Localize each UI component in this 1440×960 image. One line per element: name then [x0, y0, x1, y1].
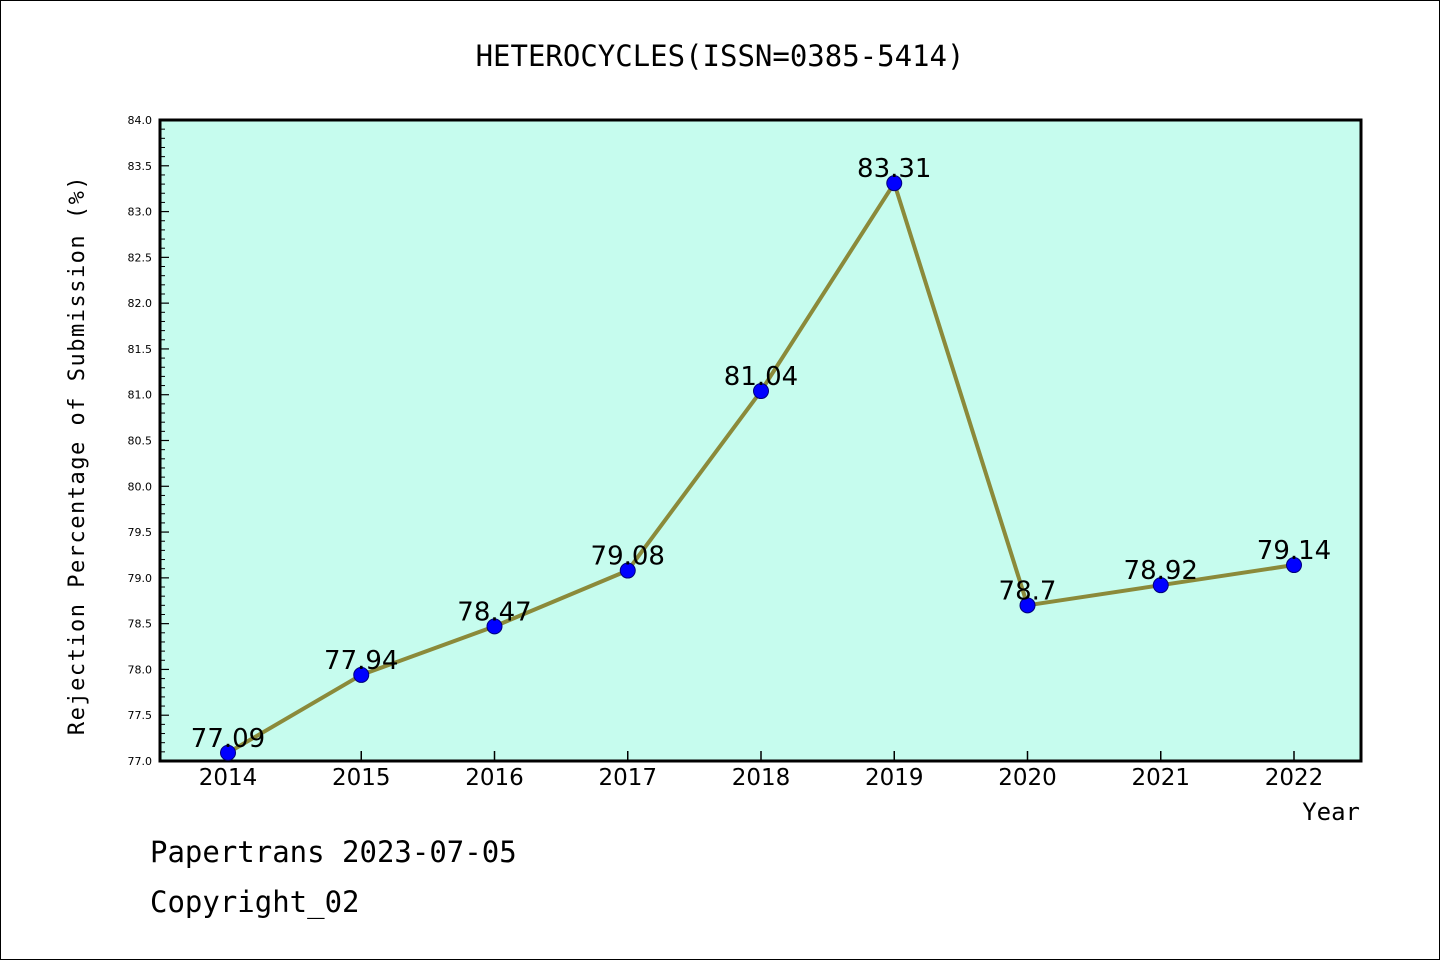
footer-date: Papertrans 2023-07-05 — [150, 835, 517, 869]
y-tick-label: 82.5 — [128, 251, 153, 264]
x-tick-label: 2014 — [199, 765, 258, 791]
data-point — [1286, 557, 1302, 574]
x-tick-label: 2017 — [598, 765, 657, 791]
x-tick-label: 2021 — [1131, 765, 1190, 791]
y-tick-label: 77.0 — [128, 755, 153, 768]
y-tick-label: 78.5 — [128, 618, 153, 631]
y-tick-label: 79.5 — [128, 526, 153, 539]
y-tick-label: 83.5 — [128, 160, 153, 173]
data-point — [353, 666, 370, 683]
data-point — [486, 618, 503, 635]
y-axis: 77.0 77.5 78.0 78.5 79.0 79.5 80.0 80.5 81.0 81.5… — [128, 114, 169, 768]
data-label: 81.04 — [724, 362, 798, 392]
data-point — [1152, 577, 1169, 594]
y-tick-label: 81.5 — [128, 343, 153, 356]
data-label: 79.14 — [1257, 536, 1331, 566]
data-point — [220, 744, 236, 761]
x-tick-label: 2018 — [732, 765, 791, 791]
data-label: 78.92 — [1124, 556, 1198, 586]
x-tick-label: 2016 — [465, 765, 524, 791]
x-axis: 2014 2015 2016 2017 2018 2019 2020 2021 2022 — [199, 751, 1324, 791]
data-label: 77.09 — [191, 724, 265, 754]
y-tick-label: 78.0 — [128, 663, 153, 676]
x-tick-label: 2022 — [1265, 765, 1324, 791]
y-tick-label: 83.0 — [128, 206, 153, 219]
x-axis-label: Year — [1302, 798, 1360, 826]
footer-copyright: Copyright_02 — [150, 885, 360, 919]
y-tick-label: 81.0 — [128, 389, 153, 402]
data-label: 78.47 — [457, 597, 531, 627]
data-label: 78.7 — [999, 576, 1057, 606]
data-point — [886, 175, 903, 192]
y-tick-label: 82.0 — [128, 297, 153, 310]
y-tick-label: 77.5 — [128, 709, 153, 722]
data-point — [619, 562, 636, 579]
data-label: 77.94 — [324, 646, 398, 676]
data-point — [1019, 597, 1036, 614]
y-tick-label: 80.0 — [128, 480, 153, 493]
y-tick-label: 84.0 — [128, 114, 153, 127]
y-tick-label: 79.0 — [128, 572, 153, 585]
y-tick-label: 80.5 — [128, 435, 153, 448]
data-label: 79.08 — [591, 542, 665, 572]
y-axis-label: Rejection Percentage of Submission (%) — [65, 175, 90, 735]
plot-area — [158, 118, 1363, 763]
data-point — [753, 383, 769, 400]
x-tick-label: 2020 — [998, 765, 1057, 791]
chart-title: HETEROCYCLES(ISSN=0385-5414) — [476, 39, 965, 73]
data-label: 83.31 — [857, 154, 931, 184]
series-group: 77.09 77.94 78.47 79.08 81.04 83.31 78.7 78.92 7… — [191, 154, 1331, 761]
x-tick-label: 2019 — [865, 765, 924, 791]
x-tick-label: 2015 — [332, 765, 391, 791]
